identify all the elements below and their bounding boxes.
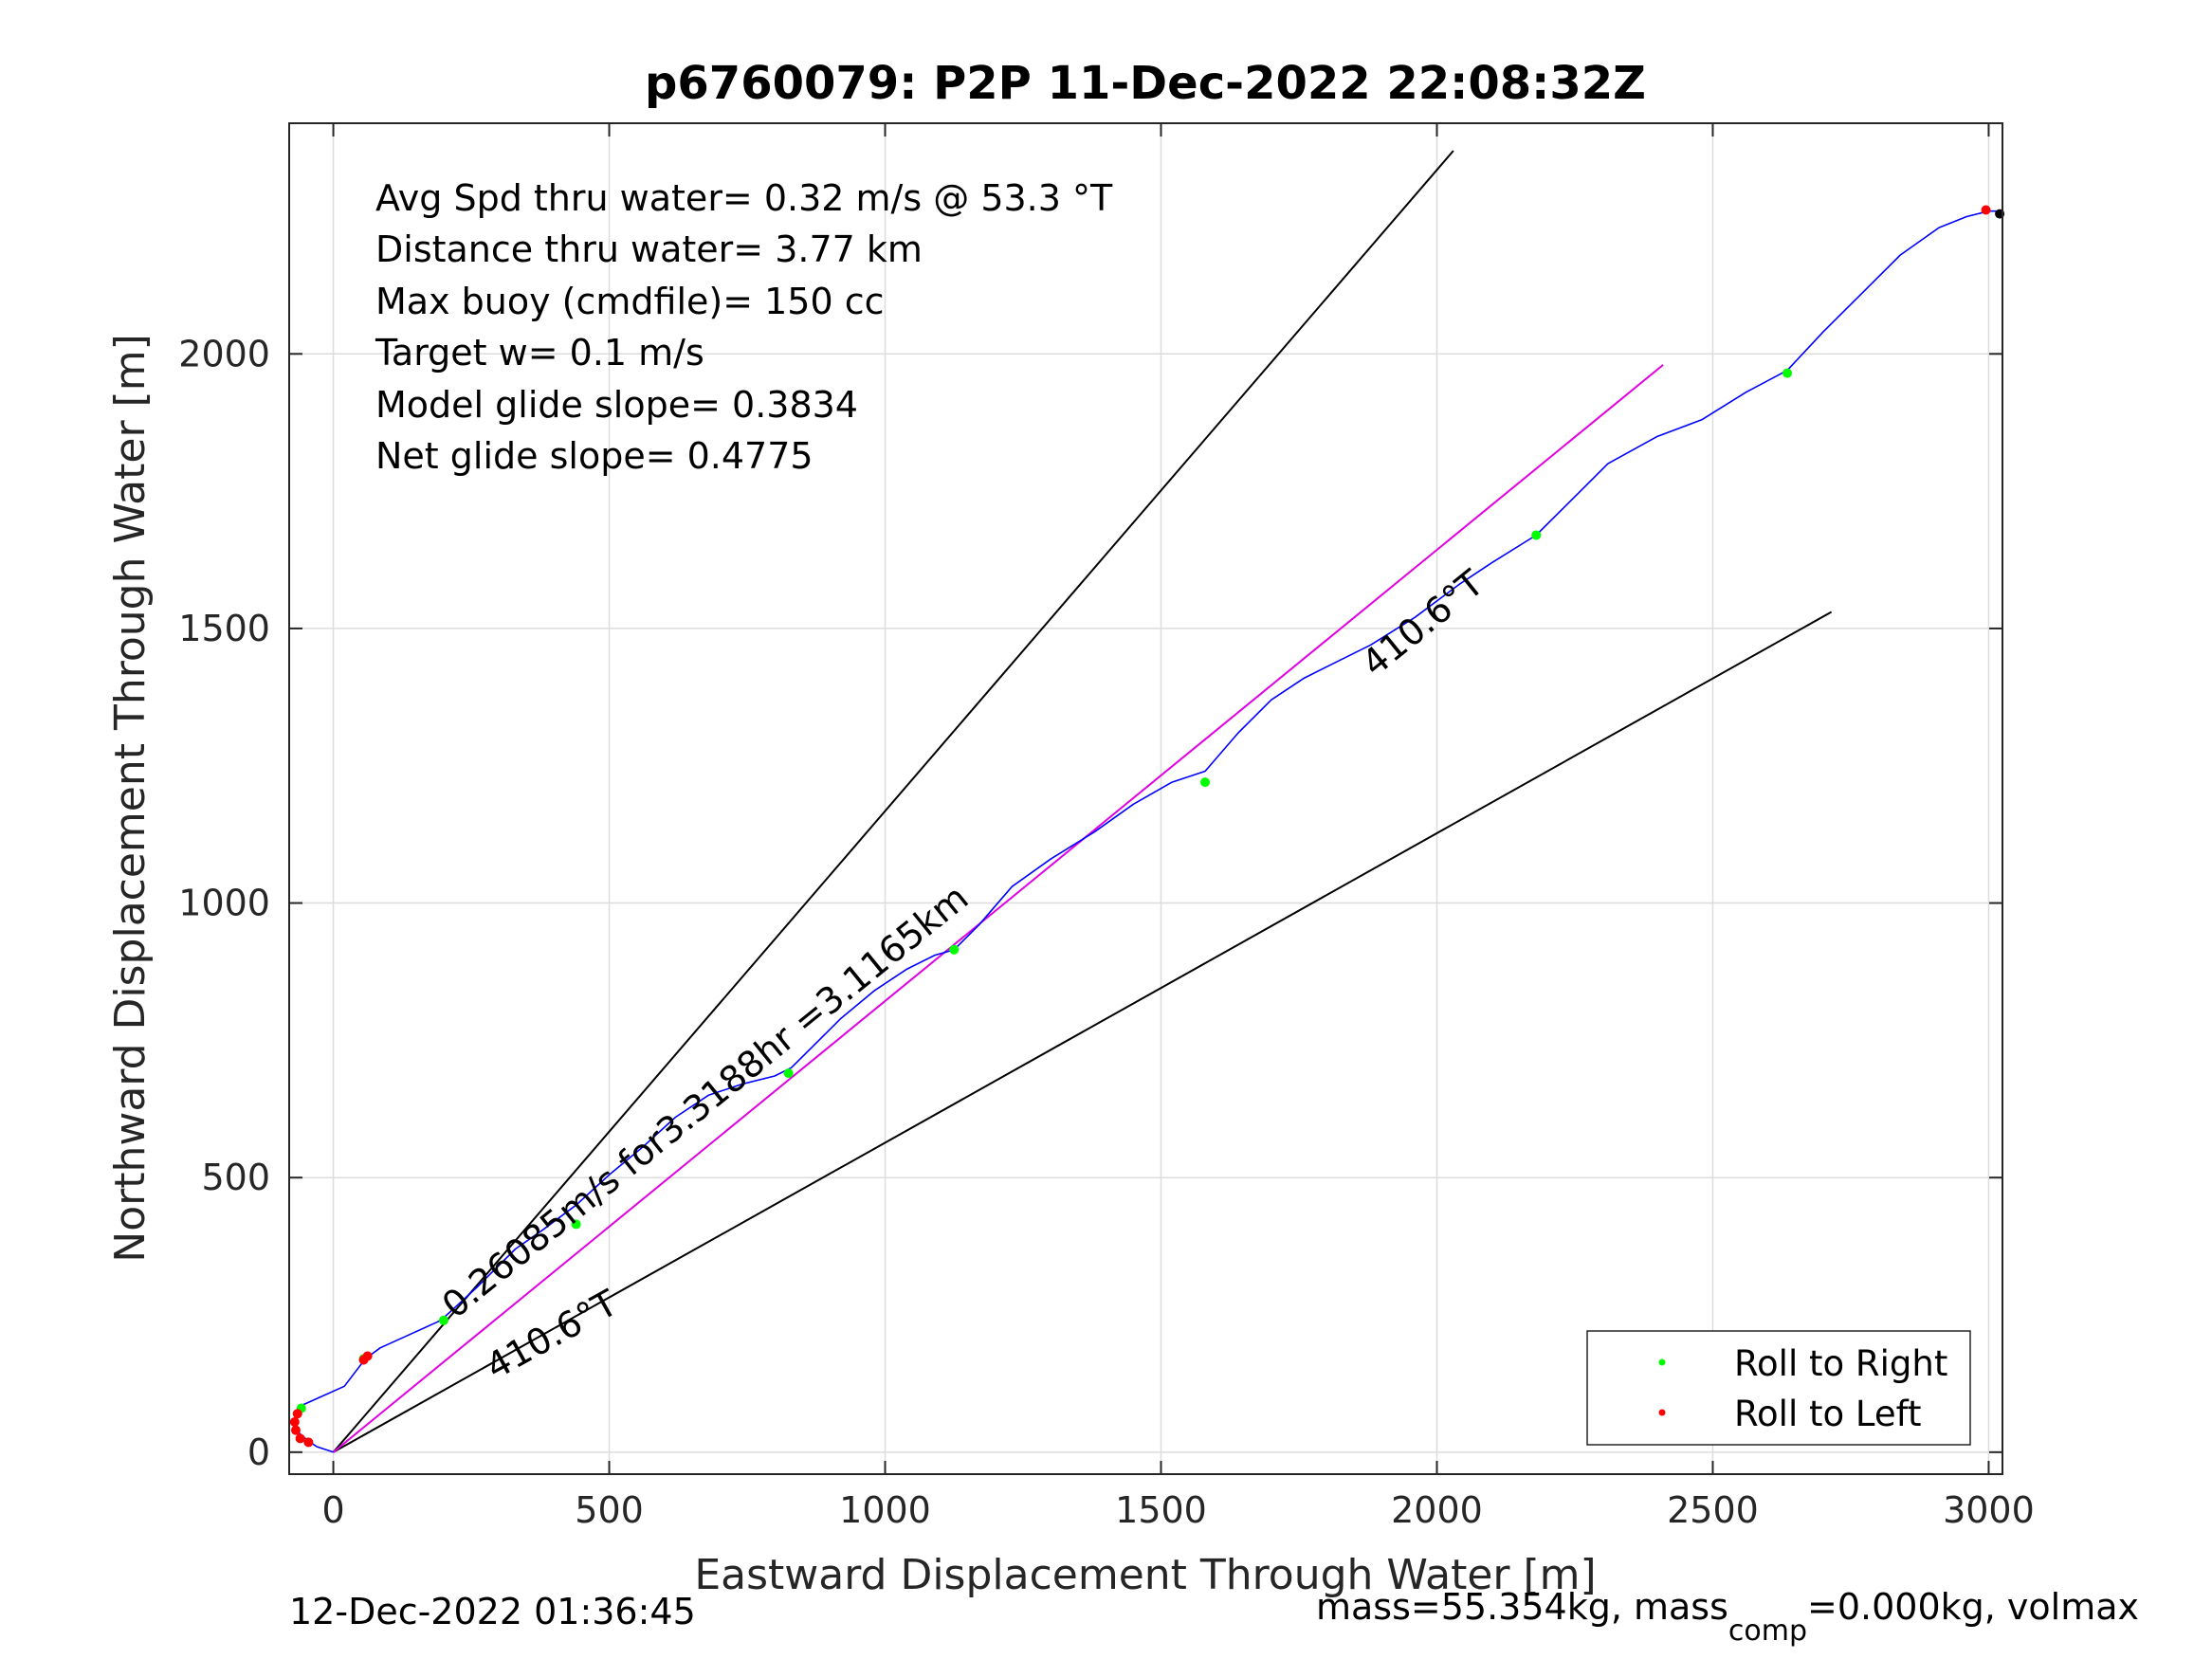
roll-point	[290, 1425, 301, 1435]
x-axis-label: Eastward Displacement Through Water [m]	[694, 1551, 1596, 1599]
roll-point	[292, 1409, 302, 1419]
stat-max-buoy: Max buoy (cmdfile)= 150 cc	[375, 281, 885, 322]
footer-mass-main: mass=55.354kg, mass	[1316, 1586, 1728, 1628]
roll-point	[362, 1351, 373, 1361]
cone-line	[332, 150, 1454, 1453]
stat-model-glide: Model glide slope= 0.3834	[375, 384, 858, 426]
roll-point	[295, 1433, 305, 1444]
roll-point	[303, 1437, 314, 1448]
roll-point	[1531, 530, 1542, 540]
roll-point	[1981, 205, 1991, 215]
legend-box	[1586, 1330, 1971, 1446]
footer-mass-rest: =0.000kg, volmax	[1807, 1586, 2139, 1628]
x-tick-label: 2000	[1391, 1489, 1483, 1531]
y-tick-label: 500	[201, 1157, 270, 1198]
legend-marker-roll-left	[1658, 1409, 1666, 1416]
y-tick-label: 1000	[178, 883, 270, 924]
cone-line	[333, 611, 1833, 1453]
legend: Roll to Right Roll to Left	[1586, 1330, 1971, 1446]
roll-point	[949, 944, 960, 955]
roll-point	[438, 1315, 448, 1325]
footer-timestamp: 12-Dec-2022 01:36:45	[289, 1591, 696, 1632]
plot-area	[289, 123, 2002, 1474]
x-tick-label: 0	[321, 1489, 344, 1531]
roll-point	[783, 1068, 794, 1079]
y-tick-label: 2000	[178, 333, 270, 374]
x-tick-label: 1500	[1115, 1489, 1207, 1531]
y-axis-label: Northward Displacement Through Water [m]	[106, 334, 155, 1262]
heading-line	[332, 364, 1664, 1453]
x-tick-label: 500	[575, 1489, 644, 1531]
stat-avg-speed: Avg Spd thru water= 0.32 m/s @ 53.3 °T	[375, 177, 1113, 219]
x-tick-label: 3000	[1943, 1489, 2035, 1531]
reference-lines	[332, 150, 1833, 1453]
y-tick-label: 0	[247, 1431, 270, 1473]
roll-point	[289, 1416, 300, 1427]
chart-title: p6760079: P2P 11-Dec-2022 22:08:32Z	[645, 57, 1646, 110]
y-tick-label: 1500	[178, 608, 270, 649]
stat-distance: Distance thru water= 3.77 km	[375, 228, 923, 270]
roll-point	[1782, 368, 1793, 378]
stat-net-glide: Net glide slope= 0.4775	[375, 435, 814, 477]
footer-mass: mass=55.354kg, masscomp=0.000kg, volmax	[1316, 1586, 2139, 1648]
x-tick-label: 2500	[1667, 1489, 1759, 1531]
footer-mass-subscript: comp	[1728, 1614, 1807, 1648]
stats-block: Avg Spd thru water= 0.32 m/s @ 53.3 °T D…	[375, 177, 1113, 477]
x-tick-label: 1000	[839, 1489, 931, 1531]
legend-label-roll-left: Roll to Left	[1734, 1394, 1922, 1434]
roll-point	[571, 1219, 581, 1230]
ticks: 0 500 1000 1500 2000 2500 3000 0 500 1000 1500 2000	[178, 123, 2035, 1531]
axes-box	[288, 122, 2003, 1475]
markers	[289, 205, 2005, 1448]
roll-point	[1200, 777, 1211, 788]
grid	[289, 123, 2002, 1474]
stat-target-w: Target w= 0.1 m/s	[375, 332, 704, 374]
legend-marker-roll-right	[1658, 1358, 1666, 1366]
legend-label-roll-right: Roll to Right	[1734, 1343, 1947, 1384]
